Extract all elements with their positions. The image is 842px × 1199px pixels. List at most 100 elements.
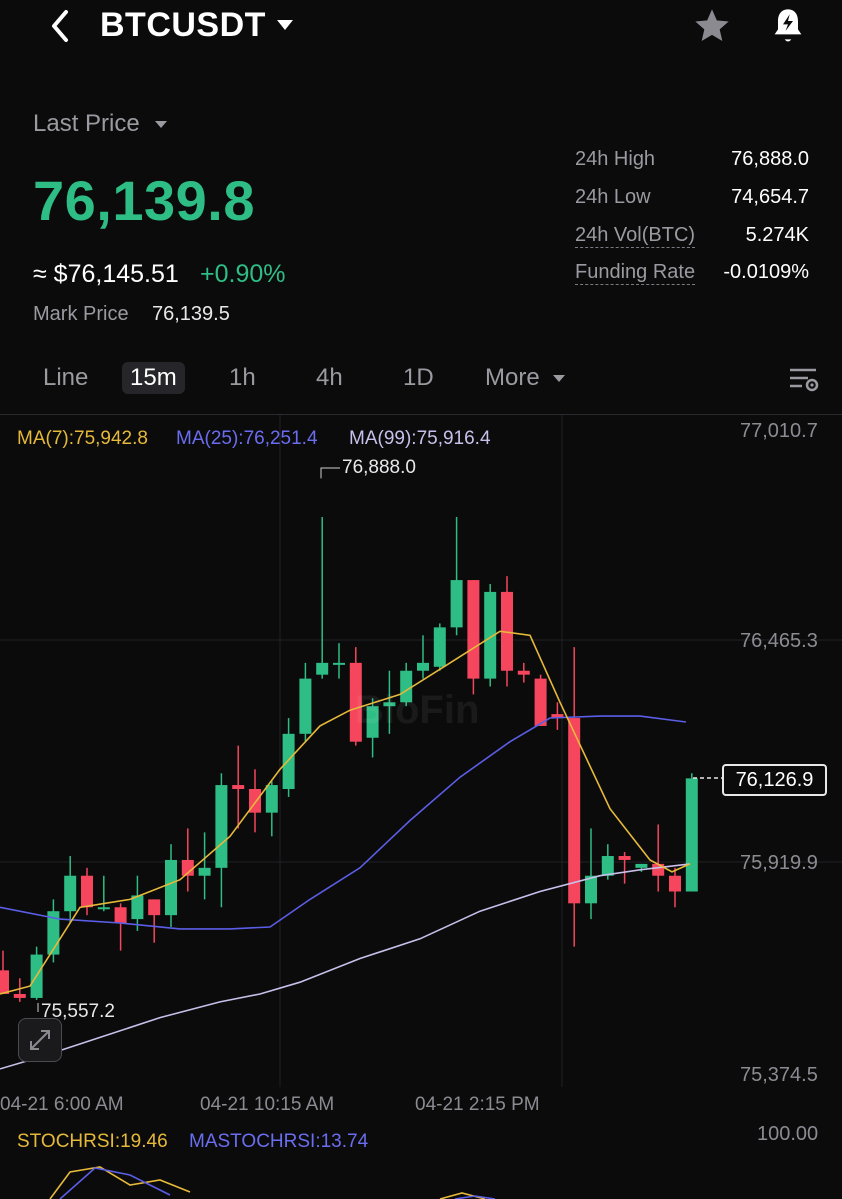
candle-body: [501, 591, 513, 671]
stat-volume-label[interactable]: 24h Vol(BTC): [575, 224, 696, 248]
tab-more[interactable]: More: [485, 364, 566, 392]
current-price-tag: 76,126.9: [722, 764, 827, 796]
mastochrsi-legend: MASTOCHRSI:13.74: [189, 1131, 369, 1152]
candle-body: [366, 706, 379, 738]
candle-body: [81, 875, 93, 908]
candle-body: [64, 875, 77, 912]
mark-price-value: 76,139.5: [152, 303, 230, 325]
candle-body: [601, 856, 614, 876]
ma99-legend: MA(99):75,916.4: [349, 428, 491, 449]
usd-value: ≈ $76,145.51: [33, 260, 179, 288]
symbol-dropdown[interactable]: [275, 18, 295, 37]
candle-body: [0, 970, 9, 994]
ma25-line: [0, 715, 687, 930]
tab-15m[interactable]: 15m: [122, 362, 185, 394]
stat-low-label: 24h Low: [575, 186, 651, 208]
stoch-axis-label: 100.00: [757, 1123, 819, 1145]
y-axis-label: 75,919.9: [740, 852, 818, 874]
mark-price-label: Mark Price: [33, 303, 129, 325]
candle-body: [484, 591, 497, 679]
candle-body: [349, 662, 362, 742]
candle-body: [265, 785, 278, 813]
y-axis-label: 77,010.7: [740, 420, 818, 442]
ma99-line: [0, 863, 691, 1070]
candle-body: [232, 785, 245, 790]
candle-body: [433, 627, 446, 667]
tab-1d[interactable]: 1D: [403, 364, 434, 391]
high-marker-leader: [320, 467, 340, 479]
chart-settings-button[interactable]: [786, 364, 820, 399]
bell-bolt-icon: [774, 9, 802, 42]
tab-1h[interactable]: 1h: [229, 364, 256, 391]
ma25-legend: MA(25):76,251.4: [176, 428, 318, 449]
candle-body: [383, 702, 396, 707]
tab-line[interactable]: Line: [43, 364, 89, 391]
price-alert-button[interactable]: [768, 6, 808, 51]
x-axis-label: 04-21 2:15 PM: [415, 1094, 540, 1115]
mastochrsi-line: [59, 1167, 171, 1199]
candle-body: [568, 718, 581, 904]
x-axis-label: 04-21 10:15 AM: [200, 1094, 335, 1115]
candle-body: [165, 859, 177, 916]
candle-body: [551, 714, 564, 719]
low-marker-label: 75,557.2: [41, 1001, 115, 1022]
candle-body: [400, 670, 413, 703]
x-axis-label: 04-21 6:00 AM: [0, 1094, 124, 1115]
change-percent: +0.90%: [200, 260, 286, 288]
candle-body: [652, 863, 665, 876]
candle-body: [282, 733, 295, 790]
chevron-left-icon: [52, 10, 68, 42]
candle-body: [215, 785, 228, 868]
stat-low-value: 74,654.7: [731, 186, 809, 208]
candle-body: [299, 678, 312, 734]
candle-body: [13, 993, 26, 998]
candle-body: [685, 778, 698, 892]
candle-body: [316, 662, 329, 675]
candle-body: [467, 580, 480, 679]
star-icon: [695, 9, 729, 42]
candle-body: [148, 899, 161, 916]
ma7-legend: MA(7):75,942.8: [17, 428, 148, 449]
last-price-label: Last Price: [33, 110, 140, 137]
back-button[interactable]: [44, 6, 80, 46]
caret-down-icon: [155, 120, 168, 128]
stochrsi-legend: STOCHRSI:19.46: [17, 1131, 168, 1152]
candle-body: [131, 895, 144, 920]
candle-body: [114, 907, 127, 924]
candle-body: [618, 856, 631, 860]
tab-4h[interactable]: 4h: [316, 364, 343, 391]
expand-icon: [30, 1030, 50, 1050]
candle-body: [97, 907, 110, 910]
stat-volume-value: 5.274K: [745, 224, 809, 246]
candle-body: [450, 580, 463, 628]
candle-body: [585, 875, 597, 904]
candle-body: [333, 662, 345, 665]
candle-body: [534, 678, 547, 726]
symbol-title[interactable]: BTCUSDT: [100, 6, 266, 44]
stochrsi-line: [49, 1166, 191, 1199]
y-axis-label: 75,374.5: [740, 1064, 818, 1086]
candle-body: [517, 670, 530, 675]
candle-body: [181, 859, 194, 876]
stat-high-value: 76,888.0: [731, 148, 809, 170]
y-axis-label: 76,465.3: [740, 630, 818, 652]
candle-body: [198, 867, 211, 876]
candle-body: [635, 863, 648, 868]
stat-high-label: 24h High: [575, 148, 656, 170]
caret-down-icon: [277, 20, 293, 30]
stat-funding-value: -0.0109%: [723, 261, 809, 283]
expand-chart-button[interactable]: [18, 1018, 62, 1062]
chart-settings-icon: [790, 368, 819, 392]
stat-funding-label[interactable]: Funding Rate: [575, 261, 696, 285]
mastochrsi-line: [454, 1195, 496, 1199]
candle-body: [417, 662, 429, 671]
tabs-divider: [0, 414, 842, 415]
favorite-button[interactable]: [692, 6, 732, 51]
caret-down-icon: [553, 374, 566, 382]
ma7-line: [0, 630, 691, 995]
last-price-selector[interactable]: Last Price: [33, 110, 168, 138]
candlestick-chart[interactable]: [0, 415, 842, 1199]
high-marker-label: 76,888.0: [342, 457, 416, 478]
last-price-value: 76,139.8: [33, 169, 255, 232]
tab-more-label: More: [485, 364, 540, 391]
